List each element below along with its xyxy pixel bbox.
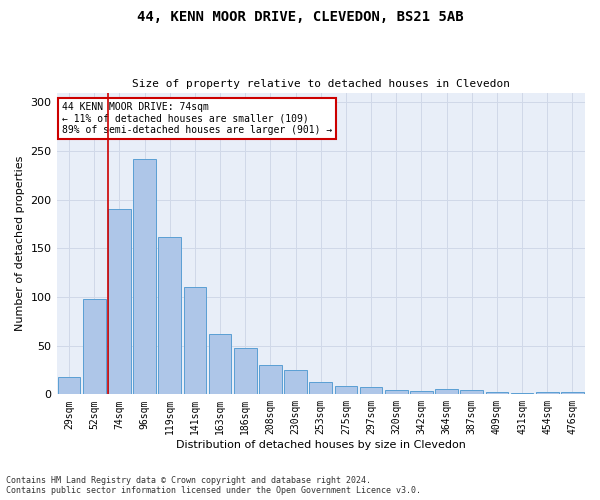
Text: 44 KENN MOOR DRIVE: 74sqm
← 11% of detached houses are smaller (109)
89% of semi: 44 KENN MOOR DRIVE: 74sqm ← 11% of detac… — [62, 102, 332, 135]
Bar — [83, 299, 106, 394]
Bar — [108, 210, 131, 394]
Bar — [158, 236, 181, 394]
Bar — [485, 392, 508, 394]
Bar — [460, 390, 483, 394]
Bar — [410, 392, 433, 394]
X-axis label: Distribution of detached houses by size in Clevedon: Distribution of detached houses by size … — [176, 440, 466, 450]
Bar — [133, 159, 156, 394]
Bar — [58, 377, 80, 394]
Bar — [284, 370, 307, 394]
Bar — [234, 348, 257, 395]
Bar — [209, 334, 232, 394]
Bar — [310, 382, 332, 394]
Title: Size of property relative to detached houses in Clevedon: Size of property relative to detached ho… — [132, 79, 510, 89]
Bar — [435, 390, 458, 394]
Y-axis label: Number of detached properties: Number of detached properties — [15, 156, 25, 331]
Bar — [259, 365, 282, 394]
Text: 44, KENN MOOR DRIVE, CLEVEDON, BS21 5AB: 44, KENN MOOR DRIVE, CLEVEDON, BS21 5AB — [137, 10, 463, 24]
Bar — [561, 392, 584, 394]
Bar — [385, 390, 407, 394]
Bar — [335, 386, 357, 394]
Bar — [184, 288, 206, 395]
Bar — [360, 386, 382, 394]
Bar — [536, 392, 559, 394]
Text: Contains HM Land Registry data © Crown copyright and database right 2024.
Contai: Contains HM Land Registry data © Crown c… — [6, 476, 421, 495]
